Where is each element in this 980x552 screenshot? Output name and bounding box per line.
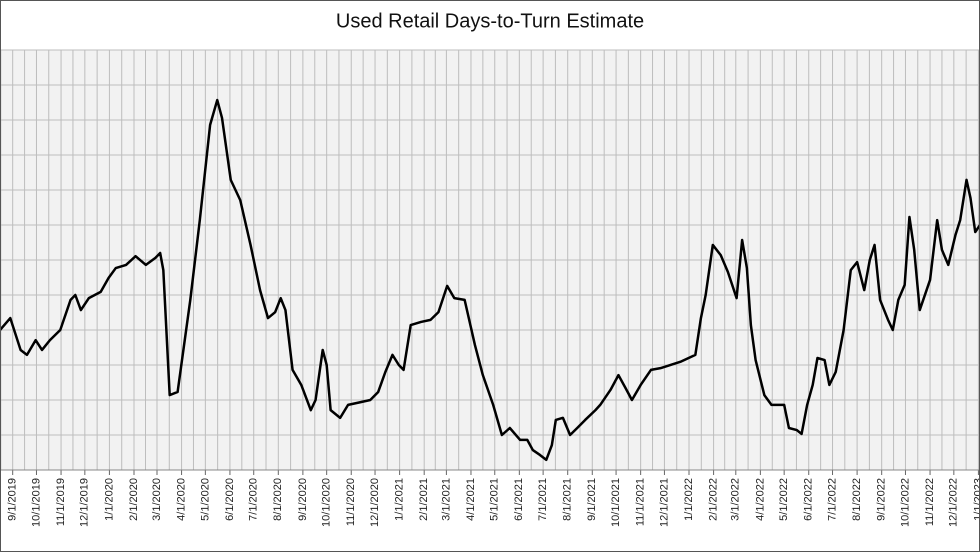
x-tick-label: 4/1/2020 — [175, 478, 187, 521]
x-tick-label: 12/1/2020 — [369, 478, 381, 527]
x-tick-label: 7/1/2020 — [248, 478, 260, 521]
x-tick-label: 6/1/2022 — [803, 478, 815, 521]
x-tick-label: 8/1/2021 — [562, 478, 574, 521]
x-tick-label: 1/1/2023 — [972, 478, 980, 521]
x-tick-label: 6/1/2021 — [513, 478, 525, 521]
x-tick-label: 10/1/2019 — [30, 478, 42, 527]
x-tick-label: 2/1/2020 — [128, 478, 140, 521]
x-tick-label: 10/1/2021 — [610, 478, 622, 527]
x-tick-label: 11/1/2019 — [55, 478, 67, 526]
x-tick-label: 10/1/2020 — [321, 478, 333, 527]
x-tick-label: 2/1/2022 — [707, 478, 719, 521]
x-tick-label: 9/1/2020 — [297, 478, 309, 521]
x-tick-label: 7/1/2021 — [537, 478, 549, 521]
x-tick-label: 7/1/2022 — [826, 478, 838, 521]
x-tick-label: 4/1/2021 — [465, 478, 477, 521]
x-tick-label: 12/1/2019 — [79, 478, 91, 527]
x-tick-label: 1/1/2020 — [103, 478, 115, 521]
x-tick-label: 12/1/2022 — [948, 478, 960, 527]
x-tick-label: 9/1/2022 — [876, 478, 888, 521]
chart-title: Used Retail Days-to-Turn Estimate — [336, 10, 644, 32]
x-tick-label: 1/1/2021 — [394, 478, 406, 521]
x-tick-label: 5/1/2021 — [489, 478, 501, 521]
x-tick-label: 8/1/2020 — [272, 478, 284, 521]
x-tick-label: 5/1/2020 — [199, 478, 211, 521]
x-tick-label: 5/1/2022 — [778, 478, 790, 521]
x-tick-label: 3/1/2020 — [151, 478, 163, 521]
x-tick-label: 9/1/2021 — [586, 478, 598, 521]
x-tick-label: 2/1/2021 — [418, 478, 430, 521]
x-tick-label: 3/1/2021 — [440, 478, 452, 521]
x-tick-label: 12/1/2021 — [658, 478, 670, 527]
x-tick-label: 3/1/2022 — [730, 478, 742, 521]
x-tick-label: 8/1/2022 — [851, 478, 863, 521]
x-tick-label: 11/1/2022 — [924, 478, 936, 526]
x-tick-label: 4/1/2022 — [754, 478, 766, 521]
x-tick-label: 11/1/2021 — [635, 478, 647, 526]
x-tick-label: 11/1/2020 — [345, 478, 357, 526]
x-tick-label: 9/1/2019 — [7, 478, 19, 521]
x-tick-label: 10/1/2022 — [899, 478, 911, 527]
x-tick-label: 6/1/2020 — [224, 478, 236, 521]
data-line — [0, 98, 980, 462]
x-tick-label: 1/1/2022 — [683, 478, 695, 521]
